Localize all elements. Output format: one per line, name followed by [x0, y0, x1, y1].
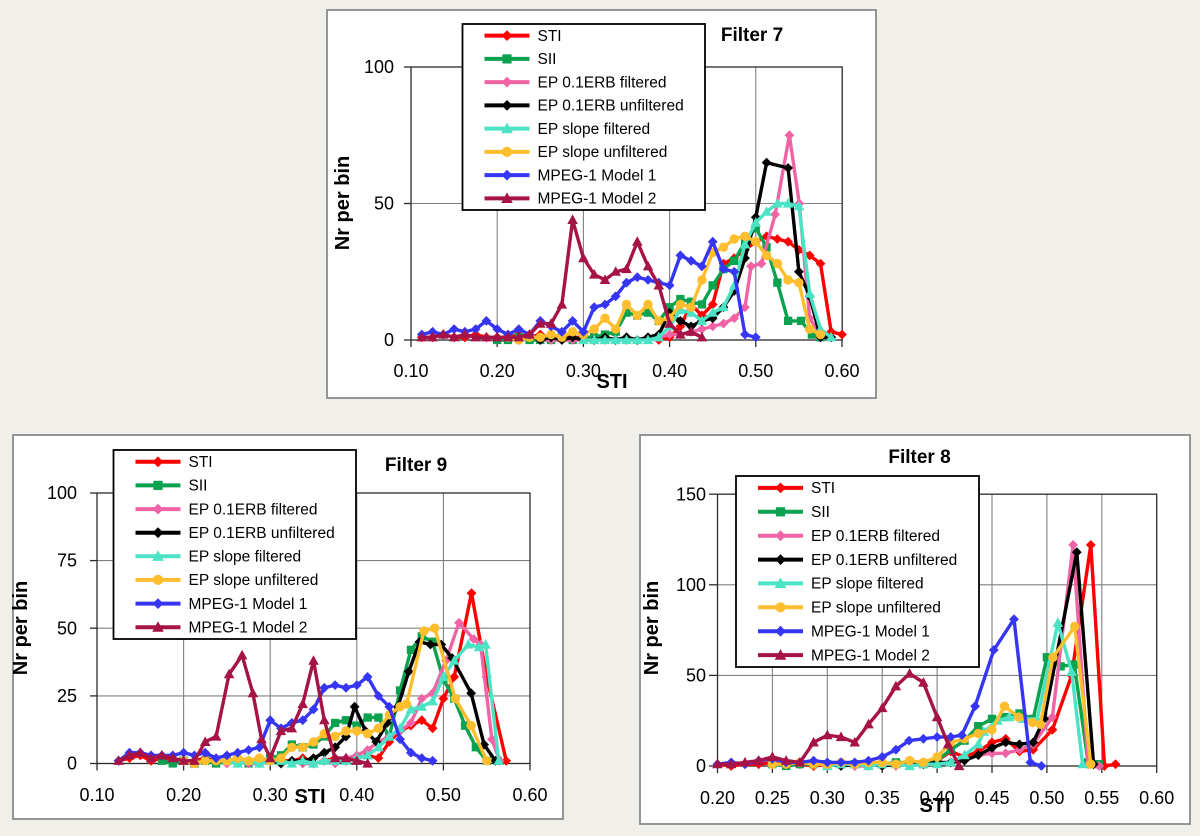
- svg-text:EP 0.1ERB unfiltered: EP 0.1ERB unfiltered: [538, 98, 684, 115]
- svg-text:EP slope filtered: EP slope filtered: [538, 121, 651, 138]
- svg-text:EP slope filtered: EP slope filtered: [811, 576, 924, 593]
- svg-text:0.45: 0.45: [974, 788, 1009, 808]
- svg-text:0.60: 0.60: [824, 361, 859, 381]
- svg-text:MPEG-1 Model 2: MPEG-1 Model 2: [538, 191, 657, 208]
- svg-text:0.50: 0.50: [1029, 788, 1064, 808]
- svg-text:EP 0.1ERB unfiltered: EP 0.1ERB unfiltered: [189, 525, 335, 542]
- svg-text:EP 0.1ERB filtered: EP 0.1ERB filtered: [189, 501, 318, 518]
- svg-text:Filter 8: Filter 8: [888, 447, 950, 468]
- svg-text:STI: STI: [538, 28, 562, 45]
- svg-text:MPEG-1 Model 1: MPEG-1 Model 1: [189, 596, 308, 613]
- svg-text:EP slope unfiltered: EP slope unfiltered: [189, 572, 319, 589]
- svg-text:100: 100: [676, 575, 706, 595]
- svg-text:EP slope filtered: EP slope filtered: [189, 549, 302, 566]
- svg-text:0.20: 0.20: [166, 785, 201, 805]
- svg-text:50: 50: [374, 194, 394, 214]
- svg-text:0.10: 0.10: [79, 785, 114, 805]
- svg-text:0.20: 0.20: [480, 361, 515, 381]
- svg-text:SII: SII: [538, 51, 557, 68]
- svg-text:Nr per bin: Nr per bin: [641, 581, 663, 675]
- svg-text:EP 0.1ERB filtered: EP 0.1ERB filtered: [538, 74, 667, 91]
- svg-text:STI: STI: [596, 371, 627, 393]
- svg-text:0.35: 0.35: [865, 788, 900, 808]
- svg-text:MPEG-1 Model 1: MPEG-1 Model 1: [811, 623, 930, 640]
- svg-text:0.30: 0.30: [253, 785, 288, 805]
- svg-text:0.50: 0.50: [426, 785, 461, 805]
- svg-text:0: 0: [384, 330, 394, 350]
- svg-text:0.25: 0.25: [755, 788, 790, 808]
- svg-text:Nr per bin: Nr per bin: [332, 156, 354, 250]
- svg-text:0.10: 0.10: [393, 361, 428, 381]
- svg-text:100: 100: [364, 57, 394, 77]
- svg-text:SII: SII: [189, 478, 208, 495]
- svg-text:0: 0: [67, 754, 77, 774]
- svg-text:0.30: 0.30: [566, 361, 601, 381]
- svg-text:50: 50: [686, 666, 706, 686]
- svg-text:STI: STI: [294, 786, 325, 808]
- svg-text:Nr per bin: Nr per bin: [10, 581, 32, 675]
- svg-text:0.40: 0.40: [339, 785, 374, 805]
- svg-text:EP 0.1ERB unfiltered: EP 0.1ERB unfiltered: [811, 552, 957, 569]
- svg-text:75: 75: [57, 551, 77, 571]
- svg-text:0.40: 0.40: [920, 788, 955, 808]
- svg-text:EP slope unfiltered: EP slope unfiltered: [811, 600, 941, 617]
- svg-text:0.40: 0.40: [652, 361, 687, 381]
- svg-text:STI: STI: [919, 795, 950, 817]
- svg-text:MPEG-1 Model 2: MPEG-1 Model 2: [189, 619, 308, 636]
- svg-text:150: 150: [676, 484, 706, 504]
- svg-text:MPEG-1 Model 2: MPEG-1 Model 2: [811, 647, 930, 664]
- svg-text:STI: STI: [811, 480, 835, 497]
- svg-text:0.60: 0.60: [1139, 788, 1174, 808]
- svg-text:100: 100: [47, 483, 77, 503]
- svg-text:Filter 9: Filter 9: [385, 455, 447, 476]
- svg-text:STI: STI: [189, 454, 213, 471]
- svg-text:50: 50: [57, 618, 77, 638]
- svg-text:MPEG-1 Model 1: MPEG-1 Model 1: [538, 167, 657, 184]
- svg-text:SII: SII: [811, 504, 830, 521]
- svg-text:Filter 7: Filter 7: [721, 25, 783, 46]
- svg-text:0.30: 0.30: [810, 788, 845, 808]
- svg-text:0.20: 0.20: [700, 788, 735, 808]
- svg-text:0.55: 0.55: [1084, 788, 1119, 808]
- svg-text:EP 0.1ERB filtered: EP 0.1ERB filtered: [811, 528, 940, 545]
- svg-text:0.60: 0.60: [512, 785, 547, 805]
- svg-text:25: 25: [57, 686, 77, 706]
- svg-text:EP slope unfiltered: EP slope unfiltered: [538, 144, 668, 161]
- svg-text:0: 0: [696, 756, 706, 776]
- svg-text:0.50: 0.50: [738, 361, 773, 381]
